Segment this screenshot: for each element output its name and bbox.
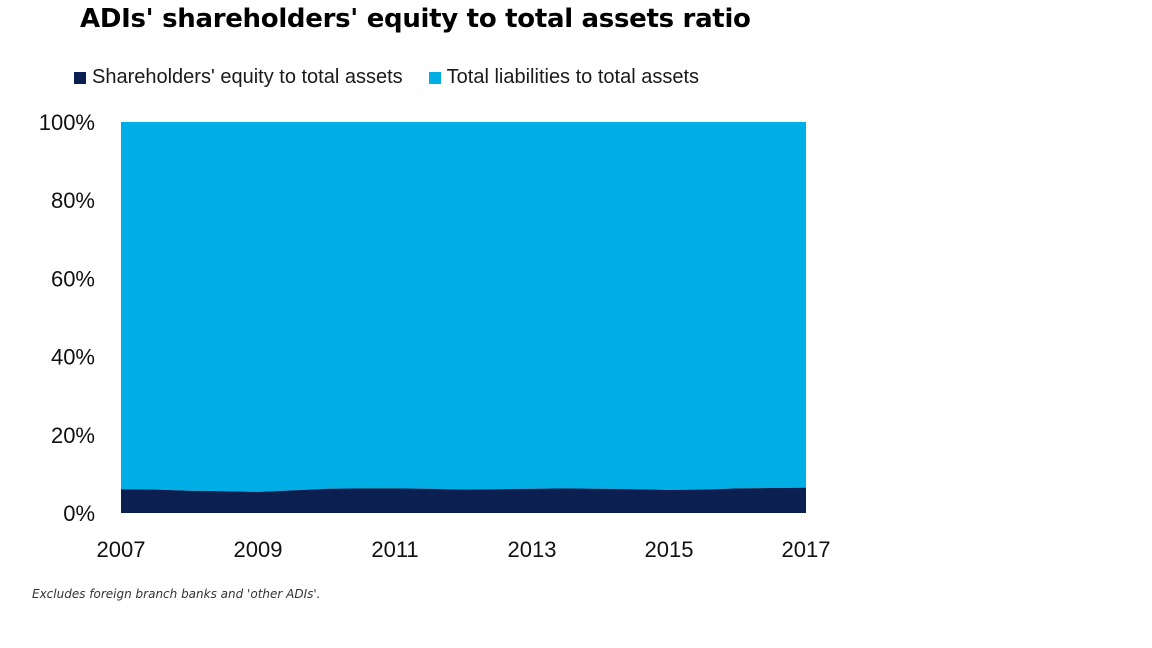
area-series-1	[121, 122, 806, 492]
x-tick-label: 2011	[371, 537, 418, 562]
x-tick-label: 2017	[782, 537, 831, 562]
legend-label-liabilities: Total liabilities to total assets	[446, 66, 700, 88]
y-tick-label: 0%	[63, 501, 95, 526]
legend-item-equity: Shareholders' equity to total assets	[74, 66, 403, 89]
chart-title: ADIs' shareholders' equity to total asse…	[80, 4, 751, 34]
y-tick-label: 20%	[51, 423, 95, 448]
chart-footnote: Excludes foreign branch banks and 'other…	[32, 587, 321, 601]
y-tick-label: 40%	[51, 345, 95, 370]
x-tick-label: 2009	[234, 537, 283, 562]
y-tick-label: 60%	[51, 266, 95, 291]
y-tick-label: 80%	[51, 188, 95, 213]
legend-label-equity: Shareholders' equity to total assets	[92, 66, 403, 88]
y-tick-label: 100%	[39, 110, 95, 135]
x-tick-label: 2013	[508, 537, 557, 562]
x-tick-label: 2007	[97, 537, 146, 562]
x-tick-label: 2015	[645, 537, 694, 562]
legend-item-liabilities: Total liabilities to total assets	[428, 66, 700, 89]
legend-swatch-liabilities	[428, 71, 441, 84]
chart-legend: Shareholders' equity to total assets Tot…	[74, 66, 725, 89]
area-series-0	[121, 487, 806, 513]
legend-swatch-equity	[74, 71, 86, 84]
